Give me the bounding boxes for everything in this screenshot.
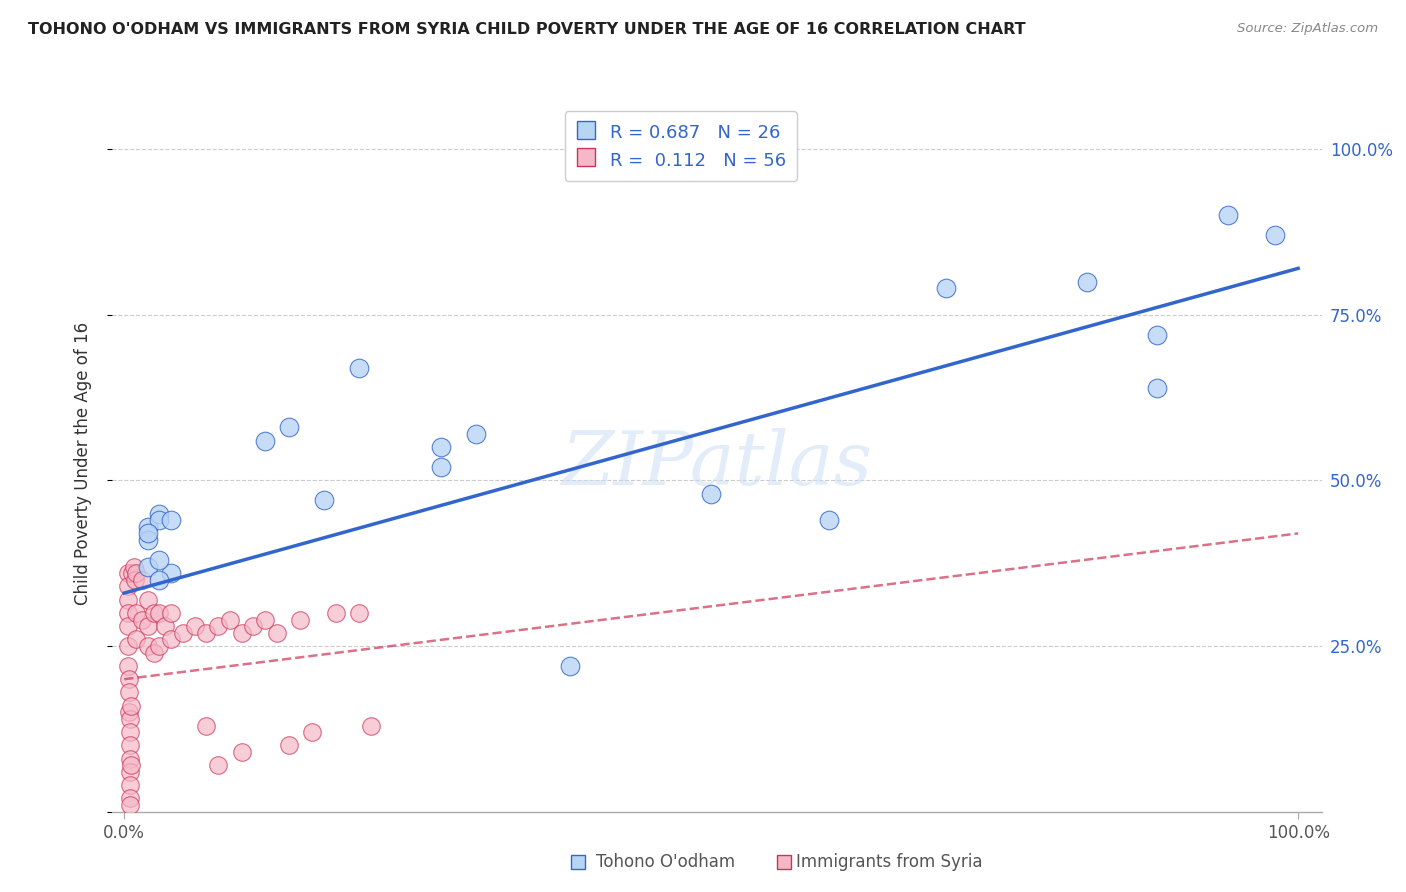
Point	[118, 672, 141, 686]
Point	[560, 659, 582, 673]
Text: Immigrants from Syria: Immigrants from Syria	[796, 853, 983, 871]
Point	[120, 712, 142, 726]
Text: Tohono O'odham: Tohono O'odham	[596, 853, 735, 871]
Point	[1076, 275, 1098, 289]
Point	[160, 513, 183, 527]
Point	[301, 725, 323, 739]
Point	[136, 639, 159, 653]
Point	[136, 533, 159, 547]
Point	[117, 592, 139, 607]
Point	[1216, 208, 1239, 222]
Point	[231, 625, 253, 640]
Point	[118, 685, 141, 699]
Point	[148, 606, 170, 620]
Point	[120, 758, 142, 772]
Point	[430, 460, 453, 475]
Point	[117, 606, 139, 620]
Point	[148, 507, 170, 521]
Point	[254, 613, 277, 627]
Point	[148, 573, 170, 587]
Point	[347, 606, 370, 620]
Point	[120, 798, 142, 813]
Point	[242, 619, 264, 633]
Point	[207, 619, 229, 633]
Point	[120, 752, 142, 766]
Point	[347, 360, 370, 375]
Text: TOHONO O'ODHAM VS IMMIGRANTS FROM SYRIA CHILD POVERTY UNDER THE AGE OF 16 CORREL: TOHONO O'ODHAM VS IMMIGRANTS FROM SYRIA …	[28, 22, 1026, 37]
Point	[142, 646, 165, 660]
Point	[148, 553, 170, 567]
Point	[117, 619, 139, 633]
Point	[155, 619, 177, 633]
Point	[231, 745, 253, 759]
Point	[195, 718, 218, 732]
Point	[124, 573, 146, 587]
Point	[207, 758, 229, 772]
Point	[160, 566, 183, 581]
Point	[122, 559, 145, 574]
Point	[290, 613, 312, 627]
Point	[125, 632, 148, 647]
Point	[160, 632, 183, 647]
Point	[160, 606, 183, 620]
Point	[136, 526, 159, 541]
Point	[172, 625, 194, 640]
Point	[312, 493, 335, 508]
Point	[120, 739, 142, 753]
Point	[277, 739, 299, 753]
Point	[266, 625, 288, 640]
Point	[136, 559, 159, 574]
Point	[430, 440, 453, 454]
Point	[120, 778, 142, 792]
Point	[148, 513, 170, 527]
Y-axis label: Child Poverty Under the Age of 16: Child Poverty Under the Age of 16	[73, 322, 91, 606]
Point	[117, 566, 139, 581]
Point	[120, 791, 142, 805]
Point	[254, 434, 277, 448]
Point	[1146, 381, 1168, 395]
Text: Source: ZipAtlas.com: Source: ZipAtlas.com	[1237, 22, 1378, 36]
Legend: R = 0.687   N = 26, R =  0.112   N = 56: R = 0.687 N = 26, R = 0.112 N = 56	[565, 112, 797, 181]
Point	[125, 566, 148, 581]
Point	[120, 725, 142, 739]
Point	[183, 619, 205, 633]
Point	[1264, 228, 1286, 243]
Point	[120, 698, 142, 713]
Point	[131, 573, 153, 587]
Point	[1146, 327, 1168, 342]
Point	[218, 613, 240, 627]
Point	[118, 706, 141, 720]
Point	[700, 486, 723, 500]
Point	[120, 764, 142, 779]
Point	[117, 639, 139, 653]
Point	[117, 659, 139, 673]
Point	[125, 606, 148, 620]
Point	[465, 427, 488, 442]
Point	[148, 639, 170, 653]
Point	[935, 281, 957, 295]
Point	[195, 625, 218, 640]
Point	[131, 613, 153, 627]
Text: ZIPatlas: ZIPatlas	[561, 427, 873, 500]
Point	[117, 579, 139, 593]
Point	[136, 619, 159, 633]
Point	[136, 520, 159, 534]
Point	[121, 566, 143, 581]
Point	[136, 592, 159, 607]
Point	[142, 606, 165, 620]
Point	[277, 420, 299, 434]
Point	[360, 718, 382, 732]
Point	[325, 606, 347, 620]
Point	[817, 513, 839, 527]
